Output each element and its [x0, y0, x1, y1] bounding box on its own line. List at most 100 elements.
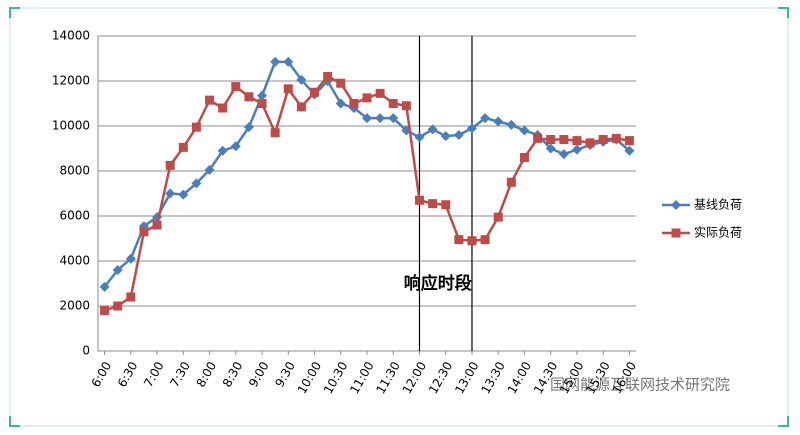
x-tick-label: 10:00: [295, 359, 324, 396]
point: [671, 228, 681, 238]
point: [545, 143, 556, 154]
point: [414, 132, 425, 143]
point: [270, 128, 280, 138]
x-tick-label: 7:00: [141, 359, 167, 389]
y-tick-label: 14000: [52, 29, 90, 43]
point: [375, 88, 385, 98]
point: [401, 101, 411, 111]
x-tick-label: 6:30: [115, 359, 141, 389]
point: [178, 142, 188, 152]
point: [100, 306, 110, 315]
x-tick-label: 11:30: [373, 359, 402, 396]
point: [204, 164, 215, 175]
point: [493, 212, 503, 222]
point: [671, 200, 681, 210]
point: [546, 135, 556, 144]
point: [243, 122, 254, 133]
point: [441, 200, 451, 210]
x-tick-label: 10:30: [321, 359, 350, 396]
point: [165, 160, 175, 170]
point: [533, 133, 543, 143]
point: [99, 281, 110, 292]
point: [178, 189, 189, 200]
point: [257, 90, 268, 101]
point: [139, 227, 149, 237]
point: [283, 84, 293, 94]
y-tick-label: 4000: [59, 254, 90, 268]
point: [571, 144, 582, 155]
point: [453, 130, 464, 140]
point: [231, 82, 241, 92]
frame: [9, 7, 789, 427]
x-tick-label: 6:00: [89, 359, 115, 389]
y-tick-label: 12000: [52, 74, 90, 88]
x-tick-label: 8:30: [220, 359, 246, 389]
legend-label: 基线负荷: [694, 198, 742, 212]
point: [310, 87, 320, 97]
x-tick-label: 13:00: [452, 359, 481, 396]
legend-label: 实际负荷: [694, 225, 742, 240]
point: [598, 135, 608, 144]
x-tick-label: 14:00: [505, 359, 534, 396]
point: [585, 138, 595, 148]
point: [270, 56, 281, 67]
point: [427, 124, 438, 135]
point: [611, 133, 621, 143]
point: [336, 78, 346, 88]
point: [335, 98, 346, 109]
point: [428, 199, 438, 209]
y-tick-label: 2000: [59, 299, 90, 313]
y-tick-label: 0: [82, 344, 90, 358]
point: [296, 102, 306, 112]
point: [480, 235, 490, 245]
point: [572, 136, 582, 146]
point: [493, 116, 504, 127]
point: [519, 125, 530, 136]
point: [467, 236, 477, 246]
point: [191, 122, 201, 132]
annotation-text: 响应时段: [404, 273, 472, 294]
x-tick-label: 7:30: [167, 359, 193, 389]
point: [624, 136, 634, 146]
point: [257, 99, 267, 108]
point: [125, 253, 136, 264]
point: [191, 178, 202, 189]
point: [375, 113, 386, 124]
point: [349, 99, 359, 108]
x-tick-label: 12:30: [426, 359, 455, 396]
point: [558, 149, 569, 160]
point: [624, 145, 635, 156]
point: [414, 195, 424, 205]
point: [454, 235, 464, 245]
point: [388, 99, 398, 108]
y-tick-label: 8000: [59, 164, 90, 178]
x-tick-label: 12:00: [400, 359, 429, 396]
point: [112, 265, 123, 275]
x-tick-label: 9:00: [246, 359, 272, 389]
y-tick-label: 10000: [52, 119, 90, 133]
point: [113, 301, 123, 311]
x-tick-label: 9:30: [272, 359, 298, 389]
frame-corners: [9, 7, 789, 427]
y-tick-label: 6000: [59, 209, 90, 223]
x-tick-label: 8:00: [194, 359, 220, 389]
point: [217, 145, 228, 156]
point: [218, 103, 228, 113]
point: [165, 188, 176, 199]
point: [152, 220, 162, 230]
point: [230, 141, 241, 152]
point: [466, 123, 477, 134]
point: [388, 113, 399, 124]
point: [559, 135, 569, 144]
x-tick-label: 13:30: [478, 359, 507, 396]
point: [519, 153, 529, 162]
point: [480, 113, 491, 124]
point: [506, 177, 516, 187]
point: [296, 74, 307, 85]
point: [283, 56, 294, 67]
point: [244, 92, 254, 102]
point: [506, 119, 517, 130]
point: [323, 72, 333, 81]
point: [362, 93, 372, 103]
